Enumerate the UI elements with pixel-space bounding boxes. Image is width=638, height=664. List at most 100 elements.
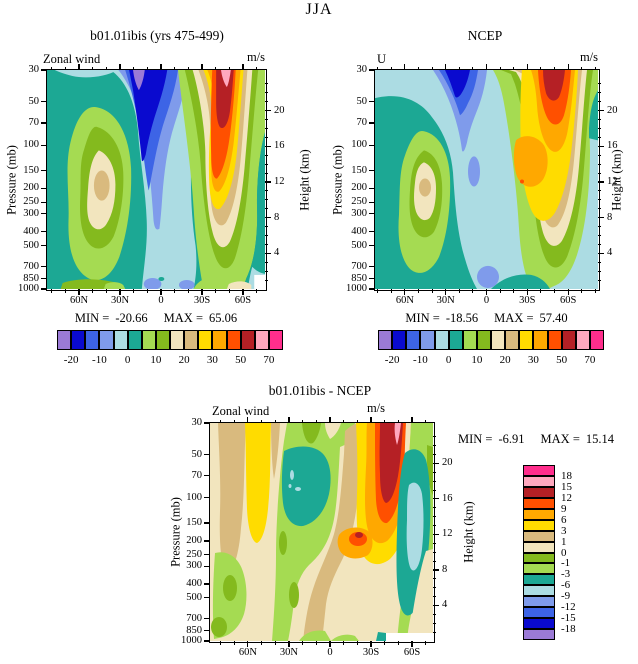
colorbar-swatch-ltgreen: [523, 563, 555, 575]
colorbar-label: 0: [445, 354, 452, 366]
colorbar-swatch-pink: [523, 475, 555, 487]
min-value: -20.66: [115, 311, 148, 325]
colorbar-swatch-ltgreen: [141, 330, 156, 350]
pressure-tick-label: 500: [186, 591, 202, 603]
colorbar-swatch-cream: [170, 330, 185, 350]
height-tick: [433, 498, 439, 500]
colorbar-label: -12: [561, 601, 576, 614]
lat-tick-label: 30S: [193, 295, 211, 306]
colorbar-swatch-ltgreen: [462, 330, 477, 350]
height-minor-tick: [433, 436, 436, 438]
minmax-ncep: MIN = -18.56 MAX = 57.40: [375, 311, 598, 326]
height-tick-label: 20: [442, 457, 453, 469]
panel-title-ncep: NCEP: [467, 28, 503, 43]
height-tick: [265, 181, 271, 183]
contour-plot-ncep: [375, 70, 598, 289]
height-minor-tick: [265, 101, 268, 103]
height-minor-tick: [433, 525, 436, 527]
lat-tick-bottom: [370, 641, 372, 647]
height-minor-tick: [265, 261, 268, 263]
colorbar-label: 30: [206, 354, 218, 366]
colorbar-label: -15: [561, 612, 576, 625]
colorbar-label: 6: [561, 513, 567, 526]
lat-tick-label: 30N: [436, 295, 455, 306]
height-tick-label: 8: [607, 211, 613, 223]
pressure-tick-label: 400: [351, 225, 367, 237]
lat-tick-bottom: [329, 641, 331, 647]
height-minor-tick: [598, 136, 601, 138]
pressure-tick-label: 1000: [18, 283, 39, 294]
colorbar-label: 15: [561, 480, 572, 493]
minmax-model: MIN = -20.66 MAX = 65.06: [47, 311, 265, 326]
colorbar-label: 9: [561, 502, 567, 515]
colorbar-swatch-yellow: [519, 330, 534, 350]
lat-minor-tick-bottom: [377, 289, 379, 293]
lat-minor-tick-bottom: [356, 641, 358, 645]
lat-minor-tick-bottom: [133, 289, 135, 293]
pressure-tick-label: 30: [356, 64, 368, 75]
colorbar-swatch-brick: [240, 330, 255, 350]
height-minor-tick: [265, 172, 268, 174]
height-minor-tick: [598, 279, 601, 281]
height-minor-tick: [433, 587, 436, 589]
height-tick: [433, 604, 439, 607]
colorbar-label: 20: [178, 354, 190, 366]
lat-tick-label: 60S: [559, 295, 577, 306]
lat-minor-tick-bottom: [187, 289, 189, 293]
pressure-tick-label: 850: [23, 272, 39, 284]
colorbar-label: -6: [561, 579, 571, 592]
lat-tick-label: 30S: [519, 295, 536, 306]
height-minor-tick: [598, 83, 601, 85]
lat-minor-tick-bottom: [425, 641, 427, 645]
max-label: MAX =: [163, 311, 203, 325]
lat-tick-label: 0: [327, 647, 333, 658]
height-minor-tick: [433, 453, 436, 455]
height-minor-tick: [598, 92, 601, 94]
colorbar-label: 0: [124, 354, 131, 366]
min-label: MIN =: [405, 311, 440, 325]
height-minor-tick: [433, 471, 436, 473]
height-minor-tick: [433, 480, 436, 482]
lat-minor-tick-bottom: [343, 641, 345, 645]
height-tick: [265, 217, 271, 219]
pressure-tick-label: 500: [23, 239, 39, 251]
lat-tick-label: 0: [158, 295, 164, 306]
max-value: 15.14: [585, 432, 614, 446]
height-tick: [598, 109, 604, 112]
colorbar-swatch-orange: [523, 508, 555, 520]
lat-tick-bottom: [247, 641, 249, 647]
units-label-model: m/s: [246, 50, 265, 64]
panel-title-model: b01.01ibis (yrs 475-499): [90, 28, 224, 43]
lat-minor-tick-bottom: [458, 289, 460, 293]
height-minor-tick: [265, 243, 268, 245]
pressure-tick-label: 700: [186, 612, 202, 624]
height-minor-tick: [433, 631, 436, 633]
height-minor-tick: [598, 154, 601, 156]
max-value: 65.06: [209, 311, 238, 325]
lat-tick-bottom: [445, 289, 447, 295]
lat-minor-tick-bottom: [274, 641, 276, 645]
height-tick-label: 16: [274, 140, 285, 152]
colorbar-label: -9: [561, 590, 571, 603]
colorbar-swatch-cornflower: [523, 596, 555, 608]
height-minor-tick: [265, 279, 268, 281]
lat-minor-tick-bottom: [315, 641, 317, 645]
height-minor-tick: [433, 516, 436, 518]
max-value: 57.40: [539, 311, 568, 325]
field-label-model: Zonal wind: [43, 52, 101, 66]
pressure-tick-label: 850: [351, 272, 367, 284]
colorbar-label: -20: [384, 354, 400, 366]
field-label-diff: Zonal wind: [212, 404, 270, 418]
height-minor-tick: [433, 551, 436, 553]
field-label-ncep: U: [377, 52, 387, 66]
lat-tick-label: 30S: [362, 647, 380, 658]
height-axis-label-model: Height (km): [297, 149, 312, 211]
colorbar-label: 50: [556, 354, 568, 366]
height-minor-tick: [433, 622, 436, 624]
min-value: -18.56: [445, 311, 479, 325]
height-minor-tick: [265, 199, 268, 201]
colorbar-swatch-darkblue: [523, 618, 555, 630]
colorbar-swatch-olive: [523, 552, 555, 564]
colorbar-swatch-royal: [523, 607, 555, 619]
